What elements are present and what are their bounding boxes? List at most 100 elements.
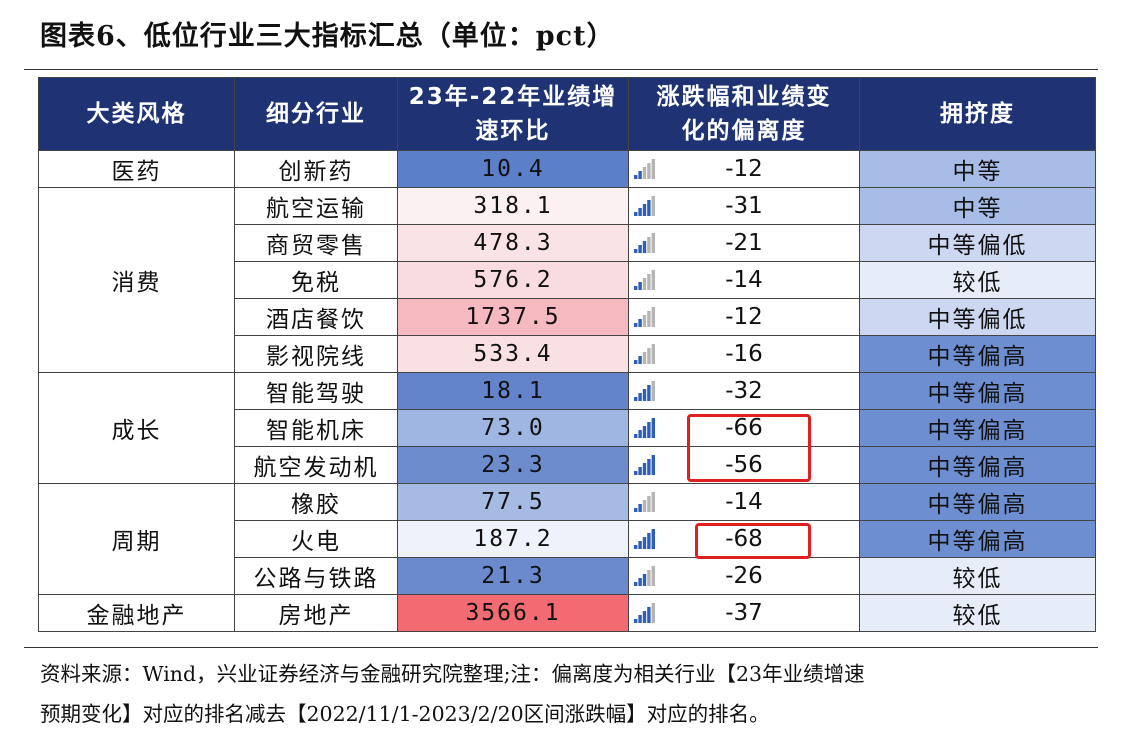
header-industry: 细分行业 — [234, 77, 398, 151]
crowding-cell: 较低 — [859, 594, 1096, 632]
industry-cell: 火电 — [234, 520, 398, 558]
source-note: 资料来源：Wind，兴业证券经济与金融研究院整理;注：偏离度为相关行业【23年业… — [40, 662, 865, 726]
signal-bars-icon — [634, 344, 655, 364]
industry-cell: 创新药 — [234, 150, 398, 188]
growth-cell: 21.3 — [397, 557, 629, 595]
header-deviation: 涨跌幅和业绩变 化的偏离度 — [628, 77, 860, 151]
industry-cell: 商贸零售 — [234, 224, 398, 262]
signal-bars-icon — [634, 159, 655, 179]
industry-cell: 房地产 — [234, 594, 398, 632]
crowding-cell: 中等 — [859, 150, 1096, 188]
category-cell: 成长 — [38, 372, 235, 484]
deviation-cell: -16 — [628, 335, 860, 373]
table-row: 成长 智能驾驶 18.1 -32 中等偏高 — [38, 372, 1096, 484]
industry-cell: 橡胶 — [234, 483, 398, 521]
top-rule — [24, 69, 1098, 70]
highlight-box-power-deviation — [695, 523, 811, 559]
table-row: 影视院线 533.4 -16 中等偏高 — [39, 335, 1096, 373]
industry-cell: 智能驾驶 — [234, 372, 398, 410]
crowding-cell: 中等偏低 — [859, 224, 1096, 262]
growth-cell: 73.0 — [397, 409, 629, 447]
growth-cell: 318.1 — [397, 187, 629, 225]
page-title: 图表6、低位行业三大指标汇总（单位：pct） — [40, 21, 615, 52]
deviation-cell: -21 — [628, 224, 860, 262]
deviation-value: -14 — [725, 489, 763, 515]
table-row: 消费 航空运输 318.1 -31 中等 — [38, 187, 1096, 373]
deviation-cell: -56 — [628, 446, 860, 484]
deviation-value: -12 — [725, 304, 763, 330]
growth-cell: 3566.1 — [397, 594, 629, 632]
signal-bars-icon — [634, 529, 655, 549]
signal-bars-icon — [634, 566, 655, 586]
deviation-value: -32 — [725, 378, 763, 404]
table-row: 公路与铁路 21.3 -26 较低 — [39, 557, 1096, 595]
crowding-cell: 中等偏高 — [859, 335, 1096, 373]
industry-cell: 酒店餐饮 — [234, 298, 398, 336]
deviation-cell: -12 — [628, 298, 860, 336]
deviation-value: -16 — [725, 341, 763, 367]
signal-bars-icon — [634, 418, 655, 438]
growth-cell: 478.3 — [397, 224, 629, 262]
table-row: 医药 创新药 10.4 -12 中等 — [38, 150, 1096, 188]
crowding-cell: 中等偏高 — [859, 446, 1096, 484]
industry-cell: 影视院线 — [234, 335, 398, 373]
deviation-cell: -68 — [628, 520, 860, 558]
growth-cell: 187.2 — [397, 520, 629, 558]
category-cell: 金融地产 — [38, 594, 235, 632]
signal-bars-icon — [634, 307, 655, 327]
growth-cell: 77.5 — [397, 483, 629, 521]
deviation-cell: -32 — [628, 372, 860, 410]
table-row: 周期 橡胶 77.5 -14 中等偏高 — [38, 483, 1096, 595]
table-row: 火电 187.2 -68 中等偏高 — [39, 520, 1096, 558]
growth-cell: 1737.5 — [397, 298, 629, 336]
deviation-value: -14 — [725, 267, 763, 293]
growth-cell: 18.1 — [397, 372, 629, 410]
deviation-value: -68 — [725, 526, 763, 552]
deviation-value: -12 — [725, 156, 763, 182]
deviation-value: -31 — [725, 193, 763, 219]
crowding-cell: 较低 — [859, 261, 1096, 299]
header-growth: 23年-22年业绩增 速环比 — [397, 77, 629, 151]
header-crowding: 拥挤度 — [859, 77, 1096, 151]
growth-cell: 23.3 — [397, 446, 629, 484]
table-row: 航空发动机 23.3 -56 中等偏高 — [39, 446, 1096, 484]
category-cell: 周期 — [38, 483, 235, 595]
signal-bars-icon — [634, 233, 655, 253]
crowding-cell: 中等偏高 — [859, 372, 1096, 410]
deviation-value: -66 — [725, 415, 763, 441]
crowding-cell: 中等偏高 — [859, 409, 1096, 447]
deviation-value: -37 — [725, 600, 763, 626]
crowding-cell: 较低 — [859, 557, 1096, 595]
deviation-cell: -14 — [628, 483, 860, 521]
industry-cell: 智能机床 — [234, 409, 398, 447]
deviation-cell: -37 — [628, 594, 860, 632]
signal-bars-icon — [634, 270, 655, 290]
table-row: 金融地产 房地产 3566.1 -37 较低 — [38, 594, 1096, 632]
header-category: 大类风格 — [38, 77, 235, 151]
category-cell: 医药 — [38, 150, 235, 188]
crowding-cell: 中等偏高 — [859, 483, 1096, 521]
table-row: 酒店餐饮 1737.5 -12 中等偏低 — [39, 298, 1096, 336]
deviation-value: -21 — [725, 230, 763, 256]
deviation-cell: -26 — [628, 557, 860, 595]
industry-cell: 航空运输 — [234, 187, 398, 225]
growth-cell: 10.4 — [397, 150, 629, 188]
deviation-cell: -14 — [628, 261, 860, 299]
industry-cell: 公路与铁路 — [234, 557, 398, 595]
growth-cell: 533.4 — [397, 335, 629, 373]
signal-bars-icon — [634, 455, 655, 475]
indicator-table: 大类风格 细分行业 23年-22年业绩增 速环比 涨跌幅和业绩变 化的偏离度 拥挤度… — [38, 77, 1096, 632]
bottom-rule — [24, 647, 1098, 648]
highlight-box-growth-deviation — [687, 414, 811, 482]
signal-bars-icon — [634, 603, 655, 623]
industry-cell: 航空发动机 — [234, 446, 398, 484]
signal-bars-icon — [634, 381, 655, 401]
deviation-cell: -12 — [628, 150, 860, 188]
deviation-value: -56 — [725, 452, 763, 478]
industry-cell: 免税 — [234, 261, 398, 299]
signal-bars-icon — [634, 492, 655, 512]
deviation-value: -26 — [725, 563, 763, 589]
crowding-cell: 中等 — [859, 187, 1096, 225]
signal-bars-icon — [634, 196, 655, 216]
category-cell: 消费 — [38, 187, 235, 373]
